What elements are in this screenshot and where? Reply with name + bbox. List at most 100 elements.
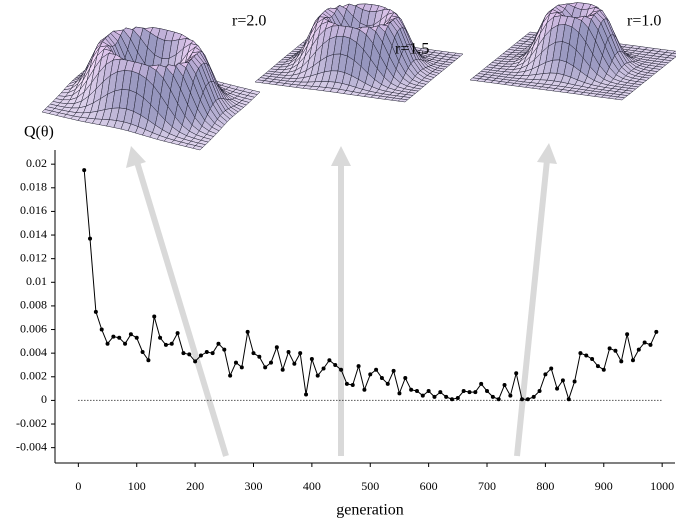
- data-point: [245, 329, 250, 334]
- arrows: [126, 143, 557, 457]
- data-point: [648, 342, 653, 347]
- arrow-head: [126, 146, 146, 168]
- data-point: [88, 236, 93, 241]
- surface-insets: [41, 2, 676, 151]
- data-point: [99, 327, 104, 332]
- data-point: [146, 358, 151, 363]
- data-point: [82, 168, 87, 173]
- data-point: [444, 394, 449, 399]
- data-point: [210, 351, 215, 356]
- data-point: [216, 341, 221, 346]
- data-point: [169, 341, 174, 346]
- x-tick-label: 1000: [650, 479, 674, 493]
- mesh-cell: [614, 96, 626, 101]
- data-point: [93, 309, 98, 314]
- data-point: [449, 397, 454, 402]
- data-point: [181, 351, 186, 356]
- data-point: [198, 353, 203, 358]
- data-point: [228, 373, 233, 378]
- y-tick-label: 0.01: [26, 274, 47, 288]
- data-point: [584, 353, 589, 358]
- x-axis-label: generation: [336, 502, 404, 519]
- x-tick-label: 400: [303, 479, 321, 493]
- data-point: [362, 387, 367, 392]
- data-point: [508, 393, 513, 398]
- data-point: [356, 364, 361, 369]
- data-point: [286, 349, 291, 354]
- y-tick-label: 0.012: [20, 250, 47, 264]
- data-point: [163, 342, 168, 347]
- y-axis-label: Q(θ): [24, 124, 54, 141]
- data-point: [467, 390, 472, 395]
- mesh-cell: [671, 50, 676, 55]
- data-point: [566, 397, 571, 402]
- data-point: [397, 391, 402, 396]
- data-point: [543, 372, 548, 377]
- data-point: [514, 371, 519, 376]
- x-tick-label: 200: [186, 479, 204, 493]
- data-point: [642, 340, 647, 345]
- data-point: [391, 368, 396, 373]
- annotation: r=2.0: [232, 13, 266, 30]
- data-point: [625, 332, 630, 337]
- data-point: [490, 394, 495, 399]
- data-point: [520, 397, 525, 402]
- data-point: [420, 393, 425, 398]
- data-point: [309, 357, 314, 362]
- x-tick-label: 900: [595, 479, 613, 493]
- data-point: [636, 347, 641, 352]
- data-point: [403, 375, 408, 380]
- data-point: [344, 381, 349, 386]
- x-tick-label: 500: [361, 479, 379, 493]
- data-point: [607, 346, 612, 351]
- arrow-head: [537, 143, 557, 164]
- data-point: [251, 351, 256, 356]
- data-point: [263, 365, 268, 370]
- data-point: [105, 341, 110, 346]
- data-point: [485, 388, 490, 393]
- data-point: [414, 388, 419, 393]
- data-point: [379, 375, 384, 380]
- x-tick-label: 700: [478, 479, 496, 493]
- data-point: [111, 334, 116, 339]
- data-point: [152, 314, 157, 319]
- data-point: [578, 351, 583, 356]
- y-tick-label: 0: [41, 392, 47, 406]
- y-tick-label: 0.004: [20, 345, 47, 359]
- y-tick-label: 0.002: [20, 369, 47, 383]
- arrow: [134, 161, 229, 457]
- data-point: [572, 379, 577, 384]
- data-point: [531, 394, 536, 399]
- data-point: [327, 358, 332, 363]
- data-point: [549, 366, 554, 371]
- data-point: [128, 332, 133, 337]
- data-point: [613, 348, 618, 353]
- data-point: [204, 349, 209, 354]
- y-tick-label: -0.004: [16, 439, 47, 453]
- data-point: [280, 367, 285, 372]
- data-point: [525, 397, 530, 402]
- data-point: [304, 392, 309, 397]
- data-point: [239, 365, 244, 370]
- data-point: [321, 366, 326, 371]
- data-point: [333, 362, 338, 367]
- x-tick-label: 800: [536, 479, 554, 493]
- data-point: [502, 383, 507, 388]
- data-point: [461, 388, 466, 393]
- data-point: [315, 373, 320, 378]
- data-point: [432, 394, 437, 399]
- x-tick-label: 0: [75, 479, 81, 493]
- data-point: [298, 351, 303, 356]
- data-point: [257, 354, 262, 359]
- data-point: [438, 390, 443, 395]
- annotation: r=1.5: [395, 41, 429, 58]
- data-point: [274, 345, 279, 350]
- y-tick-label: 0.008: [20, 298, 47, 312]
- data-point: [473, 390, 478, 395]
- x-tick-label: 300: [244, 479, 262, 493]
- data-point: [374, 367, 379, 372]
- data-point: [654, 329, 659, 334]
- data-point: [222, 347, 227, 352]
- arrow-head: [331, 146, 351, 166]
